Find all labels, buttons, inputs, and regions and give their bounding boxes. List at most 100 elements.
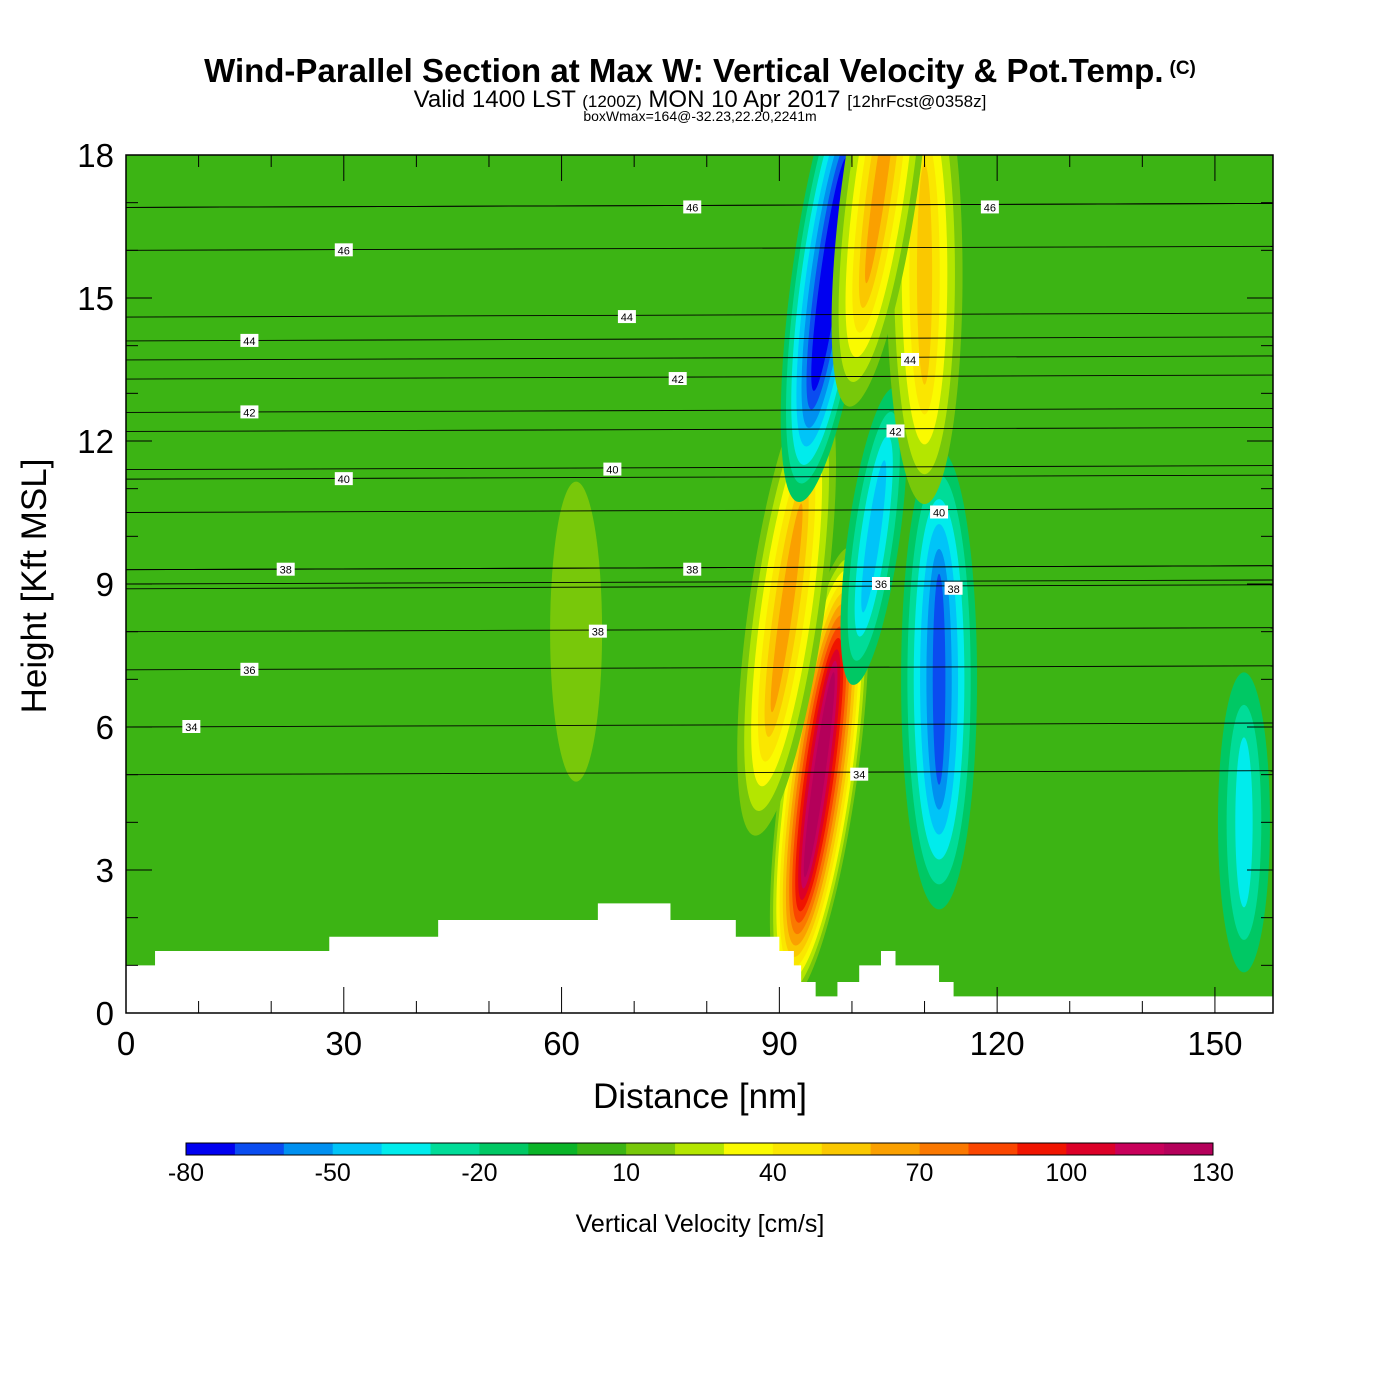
y-tick-label-3: 3 [96, 852, 114, 889]
y-tick-label-0: 0 [96, 995, 114, 1032]
x-axis-title: Distance [nm] [593, 1077, 807, 1116]
colorbar-label-5: 70 [906, 1159, 934, 1187]
w-band-1-6 [770, 503, 803, 713]
w-band-5-5 [916, 163, 933, 385]
contour-label-bg-1 [240, 662, 259, 676]
colorbar-title: Vertical Velocity [cm/s] [576, 1210, 825, 1238]
contour-label-17: 44 [904, 355, 916, 367]
colorbar-swatch-1 [234, 1143, 285, 1155]
w-band-6-6 [865, 155, 897, 284]
colorbar-swatch-6 [479, 1143, 529, 1155]
copyright-mark: (C) [1169, 58, 1196, 79]
contour-label-bg-9 [668, 372, 687, 386]
contour-label-15: 40 [933, 508, 945, 520]
contour-label-bg-16 [886, 424, 905, 438]
colorbar-swatch-11 [723, 1143, 774, 1155]
y-axis-title: Height [Kft MSL] [15, 459, 54, 714]
contour-label-bg-14 [944, 581, 963, 595]
contour-label-2: 38 [280, 565, 292, 577]
colorbar-swatch-17 [1017, 1143, 1067, 1155]
colorbar-swatch-13 [821, 1143, 872, 1155]
colorbar-label-3: 10 [612, 1159, 640, 1187]
contour-label-8: 40 [606, 465, 618, 477]
colorbar-swatch-12 [772, 1143, 823, 1155]
w-band-0-13 [806, 683, 833, 866]
velocity-field [126, 155, 1273, 1013]
theta-line-9 [126, 374, 1273, 380]
contour-label-1: 36 [243, 665, 255, 677]
contour-label-bg-6 [334, 243, 353, 257]
contour-label-14: 38 [947, 584, 959, 596]
colorbar-swatch-0 [186, 1143, 236, 1155]
contour-label-13: 36 [875, 579, 887, 591]
colorbar-swatch-14 [870, 1143, 921, 1155]
colorbar-swatch-5 [430, 1143, 480, 1155]
colorbar-swatch-9 [626, 1143, 676, 1155]
colorbar-label-0: -80 [168, 1159, 204, 1187]
theta-line-7 [126, 627, 1273, 633]
contour-label-bg-19 [850, 767, 869, 781]
forecast-info: [12hrFcst@0358z] [847, 92, 987, 111]
contour-label-18: 46 [984, 202, 996, 214]
colorbar-swatch-20 [1164, 1143, 1214, 1155]
contour-label-9: 42 [672, 374, 684, 386]
contour-label-11: 46 [686, 202, 698, 214]
contour-label-4: 42 [243, 407, 255, 419]
colorbar-label-7: 130 [1192, 1159, 1234, 1187]
theta-line-8 [126, 465, 1273, 471]
valid-date: MON 10 Apr 2017 [648, 86, 841, 113]
w-band-8-1 [550, 481, 603, 782]
x-tick-label-90: 90 [761, 1025, 798, 1062]
y-tick-label-18: 18 [77, 137, 114, 174]
colorbar-label-4: 40 [759, 1159, 787, 1187]
y-tick-label-9: 9 [96, 566, 114, 603]
colorbar-swatch-4 [381, 1143, 432, 1155]
valid-time-line: Valid 1400 LST (1200Z) MON 10 Apr 2017 [… [0, 86, 1400, 114]
x-tick-label-120: 120 [970, 1025, 1025, 1062]
contour-label-0: 34 [185, 722, 197, 734]
theta-contours [126, 202, 1273, 776]
colorbar-swatch-8 [577, 1143, 627, 1155]
x-tick-label-0: 0 [117, 1025, 135, 1062]
theta-line-17 [126, 355, 1273, 361]
contour-label-bg-17 [901, 352, 920, 366]
contour-label-7: 38 [592, 627, 604, 639]
w-band-3-4 [861, 460, 887, 613]
utc-time: (1200Z) [582, 92, 642, 111]
contour-label-bg-15 [930, 505, 949, 519]
theta-line-5 [126, 336, 1273, 342]
contour-label-bg-12 [683, 562, 702, 576]
colorbar-swatch-18 [1066, 1143, 1116, 1155]
contour-label-10: 44 [621, 312, 633, 324]
contour-label-bg-0 [182, 720, 201, 733]
colorbar-swatch-19 [1115, 1143, 1165, 1155]
colorbar-frame [185, 1142, 1214, 1156]
contour-label-bg-13 [871, 577, 890, 590]
theta-line-13 [126, 579, 1273, 585]
theta-line-3 [126, 474, 1273, 480]
w-band-7-3 [1235, 737, 1253, 908]
terrain-mask [126, 903, 1273, 1013]
contour-label-bg-2 [276, 562, 295, 576]
chart-title: Wind-Parallel Section at Max W: Vertical… [0, 52, 1400, 90]
contour-label-bg-8 [603, 462, 622, 476]
valid-prefix: Valid 1400 LST [413, 86, 576, 113]
theta-line-4 [126, 407, 1273, 413]
contour-label-bg-5 [240, 333, 259, 347]
theta-line-14 [126, 584, 1273, 590]
colorbar-label-1: -50 [315, 1159, 351, 1187]
x-tick-label-30: 30 [325, 1025, 362, 1062]
contour-label-5: 44 [243, 336, 255, 348]
contour-labels: 34 36 38 40 42 44 46 38 40 42 44 46 38 36 38 40 42 44 46 34 [182, 200, 999, 782]
colorbar: -80 -50 -20 10 40 70 100 130 [168, 1142, 1234, 1187]
contour-label-19: 34 [853, 770, 865, 782]
y-tick-label-6: 6 [96, 709, 114, 746]
theta-line-15 [126, 508, 1273, 513]
theta-line-10 [126, 312, 1273, 318]
theta-line-19 [126, 770, 1273, 776]
colorbar-swatch-15 [919, 1143, 969, 1155]
y-tick-label-12: 12 [77, 423, 114, 460]
colorbar-swatch-2 [283, 1143, 334, 1155]
theta-line-0 [126, 722, 1273, 728]
